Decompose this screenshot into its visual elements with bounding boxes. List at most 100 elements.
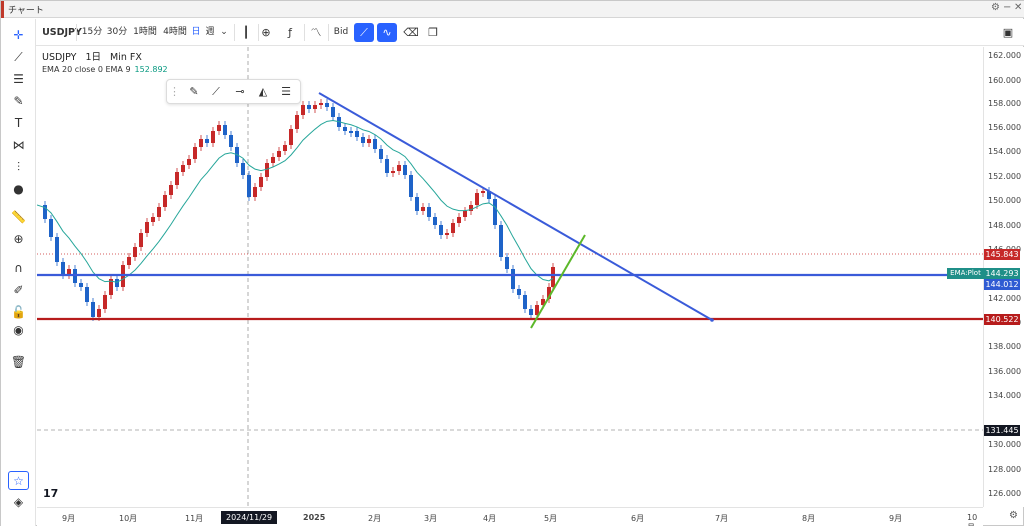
brush-icon[interactable]: ✎ <box>13 94 24 108</box>
candle-body <box>277 151 281 157</box>
trendline-endpoint <box>710 318 714 322</box>
time-label: 8月 <box>802 514 816 523</box>
candle-body <box>493 199 497 225</box>
candle-body <box>193 147 197 159</box>
drag-handle-icon[interactable]: ⋮ <box>169 85 180 98</box>
legend-source: Min FX <box>110 52 142 63</box>
time-label: 5月 <box>544 514 558 523</box>
candle-body <box>115 279 119 287</box>
trash-icon[interactable]: 🗑 <box>10 355 27 369</box>
timeframe-1h[interactable]: 1時間 <box>133 27 157 37</box>
candle-body <box>385 159 389 173</box>
candle-body <box>415 197 419 211</box>
price-label: 160.000 <box>988 76 1022 85</box>
crosshair-icon[interactable]: ✛ <box>13 28 24 42</box>
chart-settings-icon[interactable]: ⚙ <box>1009 510 1018 521</box>
add-indicator-icon[interactable]: ⊕ <box>261 26 271 39</box>
layout-icon[interactable]: ▣ <box>1002 26 1014 39</box>
timeframe-1w[interactable]: 週 <box>205 27 215 37</box>
ema-line <box>37 120 554 283</box>
time-axis[interactable]: 9月 10月 11月 2024/11/29 2025 2月 3月 4月 5月 6… <box>37 507 983 526</box>
line-tool-icon[interactable]: ⟋ <box>354 23 374 42</box>
circle-icon[interactable]: ● <box>13 182 24 196</box>
eye-icon[interactable]: ◉ <box>13 323 24 337</box>
measure-lines-icon[interactable]: ⫶ <box>16 160 20 174</box>
candle-body <box>551 267 555 287</box>
symbol-search-button[interactable]: USDJPY <box>42 27 82 38</box>
candle-body <box>43 205 47 219</box>
top-toolbar: USDJPY 15分 30分 1時間 4時間 日 週 ⌄ ┃ ⊕ ƒ 〽 Bid… <box>36 19 1024 46</box>
compare-icon[interactable]: 〽 <box>310 26 322 39</box>
candle-body <box>85 287 89 302</box>
candle-body <box>253 187 257 197</box>
price-label: 136.000 <box>988 367 1022 376</box>
text-icon[interactable]: T <box>14 116 23 130</box>
candle-body <box>55 237 59 262</box>
crosshair-time-label: 2024/11/29 <box>221 511 278 524</box>
ema-label: EMA 20 close 0 EMA 9 <box>42 65 131 74</box>
indicator-legend[interactable]: EMA 20 close 0 EMA 9 152.892 <box>42 65 168 74</box>
toolbar-divider <box>234 24 235 41</box>
brush-icon[interactable]: ✎ <box>189 85 199 98</box>
eraser-icon[interactable]: ⌫ <box>403 26 419 39</box>
wave-tool-icon[interactable]: ∿ <box>377 23 397 42</box>
crosshair-price-tag: 131.445 <box>984 425 1020 436</box>
fib-icon[interactable]: ☰ <box>13 72 24 86</box>
candle-body <box>319 103 323 105</box>
candle-body <box>373 139 377 149</box>
candle-body <box>109 279 113 295</box>
timeframe-4h[interactable]: 4時間 <box>163 27 187 37</box>
candle-body <box>265 163 269 177</box>
candle-body <box>145 222 149 233</box>
candle-body <box>421 207 425 211</box>
trendline-icon[interactable]: ⟋ <box>14 50 23 64</box>
star-icon[interactable]: ☆ <box>8 471 29 490</box>
candle-body <box>391 171 395 173</box>
minimize-icon[interactable]: − <box>1003 2 1012 13</box>
time-label: 4月 <box>483 514 497 523</box>
candle-body <box>439 225 443 235</box>
price-chart[interactable] <box>37 47 983 507</box>
bid-button[interactable]: Bid <box>333 27 349 37</box>
toolbar-divider <box>258 24 259 41</box>
timeframe-30m[interactable]: 30分 <box>106 27 128 37</box>
duplicate-icon[interactable]: ❐ <box>428 26 438 39</box>
pattern-icon[interactable]: ⋈ <box>12 138 25 152</box>
candle-body <box>361 137 365 143</box>
toolbar-divider <box>76 24 77 41</box>
candle-body <box>259 177 263 187</box>
candle-body <box>67 269 71 275</box>
timeframe-15m[interactable]: 15分 <box>81 27 103 37</box>
lock-pencil-icon[interactable]: ✐ <box>13 283 24 297</box>
ruler-icon[interactable]: 📏 <box>11 210 26 224</box>
candle-body <box>523 295 527 309</box>
candle-body <box>529 309 533 315</box>
title-bar: チャート ⚙ − ✕ <box>1 1 1024 18</box>
magnet-icon[interactable]: ∩ <box>14 261 23 275</box>
price-label: 150.000 <box>988 196 1022 205</box>
candle-body <box>241 163 245 175</box>
legend-interval: 1日 <box>85 52 102 63</box>
fill-icon[interactable]: ◭ <box>258 85 268 98</box>
indicators-icon[interactable]: ƒ <box>288 26 292 39</box>
candle-body <box>211 131 215 143</box>
settings-icon[interactable]: ⚙ <box>991 2 1000 13</box>
lock-icon[interactable]: 🔓 <box>11 305 26 319</box>
horizontal-ray-icon[interactable]: ⊸ <box>235 85 245 98</box>
candle-body <box>343 127 347 131</box>
candle-body <box>289 129 293 145</box>
close-icon[interactable]: ✕ <box>1014 2 1023 13</box>
toolbar-divider <box>328 24 329 41</box>
trendline-icon[interactable]: ⟋ <box>212 85 220 98</box>
zoom-icon[interactable]: ⊕ <box>13 232 24 246</box>
candle-body <box>469 205 473 211</box>
candle-body <box>325 103 329 107</box>
price-label: 156.000 <box>988 123 1022 132</box>
candle-body <box>247 175 251 197</box>
lines-icon[interactable]: ☰ <box>281 85 291 98</box>
timeframe-1d[interactable]: 日 <box>191 27 201 37</box>
candles-icon[interactable]: ┃ <box>242 26 250 39</box>
layers-icon[interactable]: ◈ <box>13 495 24 509</box>
timeframe-dropdown-icon[interactable]: ⌄ <box>220 27 228 37</box>
title-accent <box>1 1 4 18</box>
